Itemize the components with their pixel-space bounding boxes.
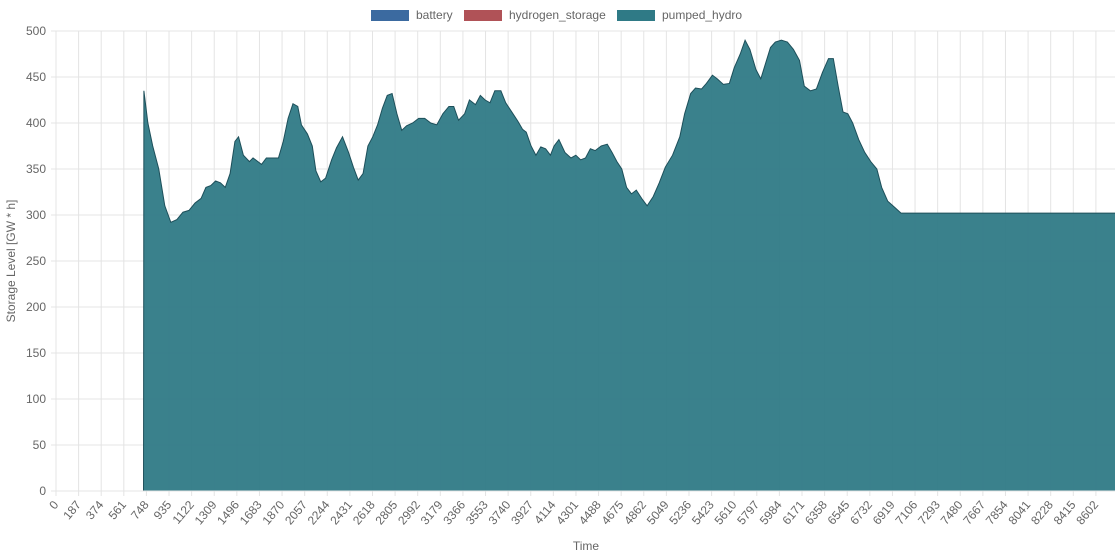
x-tick-label: 2805 bbox=[373, 498, 401, 528]
x-tick-label: 7106 bbox=[892, 498, 920, 528]
legend-swatch-pumped-hydro bbox=[617, 9, 655, 21]
y-axis-title: Storage Level [GW * h] bbox=[4, 200, 18, 323]
x-tick-label: 7293 bbox=[915, 498, 943, 528]
x-tick-label: 8602 bbox=[1073, 498, 1101, 528]
x-tick-label: 5797 bbox=[734, 498, 762, 528]
legend-label-hydrogen-storage: hydrogen_storage bbox=[509, 8, 606, 22]
x-tick-label: 6358 bbox=[802, 498, 830, 528]
x-tick-label: 6919 bbox=[870, 498, 898, 528]
x-tick-label: 1309 bbox=[192, 498, 220, 528]
x-tick-label: 561 bbox=[106, 498, 130, 523]
x-tick-label: 5984 bbox=[757, 498, 785, 528]
x-tick-label: 0 bbox=[46, 498, 61, 512]
x-tick-label: 1683 bbox=[237, 498, 265, 528]
legend-item-pumped-hydro[interactable]: pumped_hydro bbox=[617, 6, 742, 24]
x-tick-label: 1496 bbox=[214, 498, 242, 528]
x-tick-label: 7854 bbox=[983, 498, 1011, 528]
x-tick-label: 4114 bbox=[531, 498, 559, 527]
x-tick-label: 2431 bbox=[327, 498, 355, 528]
x-tick-label: 374 bbox=[83, 498, 107, 523]
x-tick-label: 8415 bbox=[1051, 498, 1079, 528]
x-axis-title: Time bbox=[573, 539, 600, 553]
y-tick-label: 150 bbox=[26, 346, 46, 360]
y-tick-label: 400 bbox=[26, 116, 46, 130]
x-tick-label: 748 bbox=[128, 498, 152, 523]
x-tick-label: 4862 bbox=[621, 498, 649, 528]
x-tick-label: 2618 bbox=[350, 498, 378, 528]
legend-item-battery[interactable]: battery bbox=[371, 6, 453, 24]
x-tick-label: 3740 bbox=[486, 498, 514, 528]
x-tick-label: 2057 bbox=[282, 498, 310, 528]
x-tick-label: 4488 bbox=[576, 498, 604, 528]
x-tick-label: 5049 bbox=[644, 498, 672, 528]
y-tick-label: 200 bbox=[26, 300, 46, 314]
x-tick-label: 7480 bbox=[938, 498, 966, 528]
x-tick-label: 3366 bbox=[440, 498, 468, 528]
x-tick-label: 5423 bbox=[689, 498, 717, 528]
legend-label-pumped-hydro: pumped_hydro bbox=[662, 8, 743, 22]
legend-swatch-hydrogen-storage bbox=[464, 9, 502, 21]
y-tick-label: 250 bbox=[26, 254, 46, 268]
x-tick-label: 1122 bbox=[170, 498, 198, 527]
x-tick-label: 5236 bbox=[666, 498, 694, 528]
area-pumped-hydro bbox=[56, 40, 1115, 491]
legend-label-battery: battery bbox=[416, 8, 453, 22]
y-tick-label: 350 bbox=[26, 162, 46, 176]
x-tick-label: 1870 bbox=[259, 498, 287, 528]
y-tick-label: 450 bbox=[26, 70, 46, 84]
x-tick-label: 187 bbox=[60, 498, 84, 523]
x-tick-label: 6171 bbox=[779, 498, 807, 528]
x-tick-label: 5610 bbox=[712, 498, 740, 528]
legend-item-hydrogen-storage[interactable]: hydrogen_storage bbox=[464, 6, 606, 24]
x-tick-label: 2244 bbox=[305, 498, 333, 528]
x-tick-label: 3927 bbox=[508, 498, 536, 528]
x-tick-label: 6545 bbox=[825, 498, 853, 528]
y-tick-label: 100 bbox=[26, 392, 46, 406]
y-tick-label: 500 bbox=[26, 24, 46, 38]
y-tick-label: 50 bbox=[33, 438, 47, 452]
x-tick-label: 8041 bbox=[1005, 498, 1033, 528]
x-tick-label: 6732 bbox=[847, 498, 875, 528]
legend-swatch-battery bbox=[371, 9, 409, 21]
x-tick-label: 8228 bbox=[1028, 498, 1056, 528]
chart-legend: battery hydrogen_storage pumped_hydro bbox=[0, 6, 1116, 26]
y-tick-label: 0 bbox=[39, 484, 46, 498]
x-tick-label: 4301 bbox=[553, 498, 581, 528]
x-tick-label: 3179 bbox=[418, 498, 446, 528]
x-tick-label: 4675 bbox=[599, 498, 627, 528]
y-tick-label: 300 bbox=[26, 208, 46, 222]
x-tick-label: 3553 bbox=[463, 498, 491, 528]
series-areas bbox=[56, 38, 1115, 492]
x-tick-label: 2992 bbox=[395, 498, 423, 528]
line-pumped-hydro bbox=[56, 38, 1115, 492]
x-tick-label: 7667 bbox=[960, 498, 988, 528]
